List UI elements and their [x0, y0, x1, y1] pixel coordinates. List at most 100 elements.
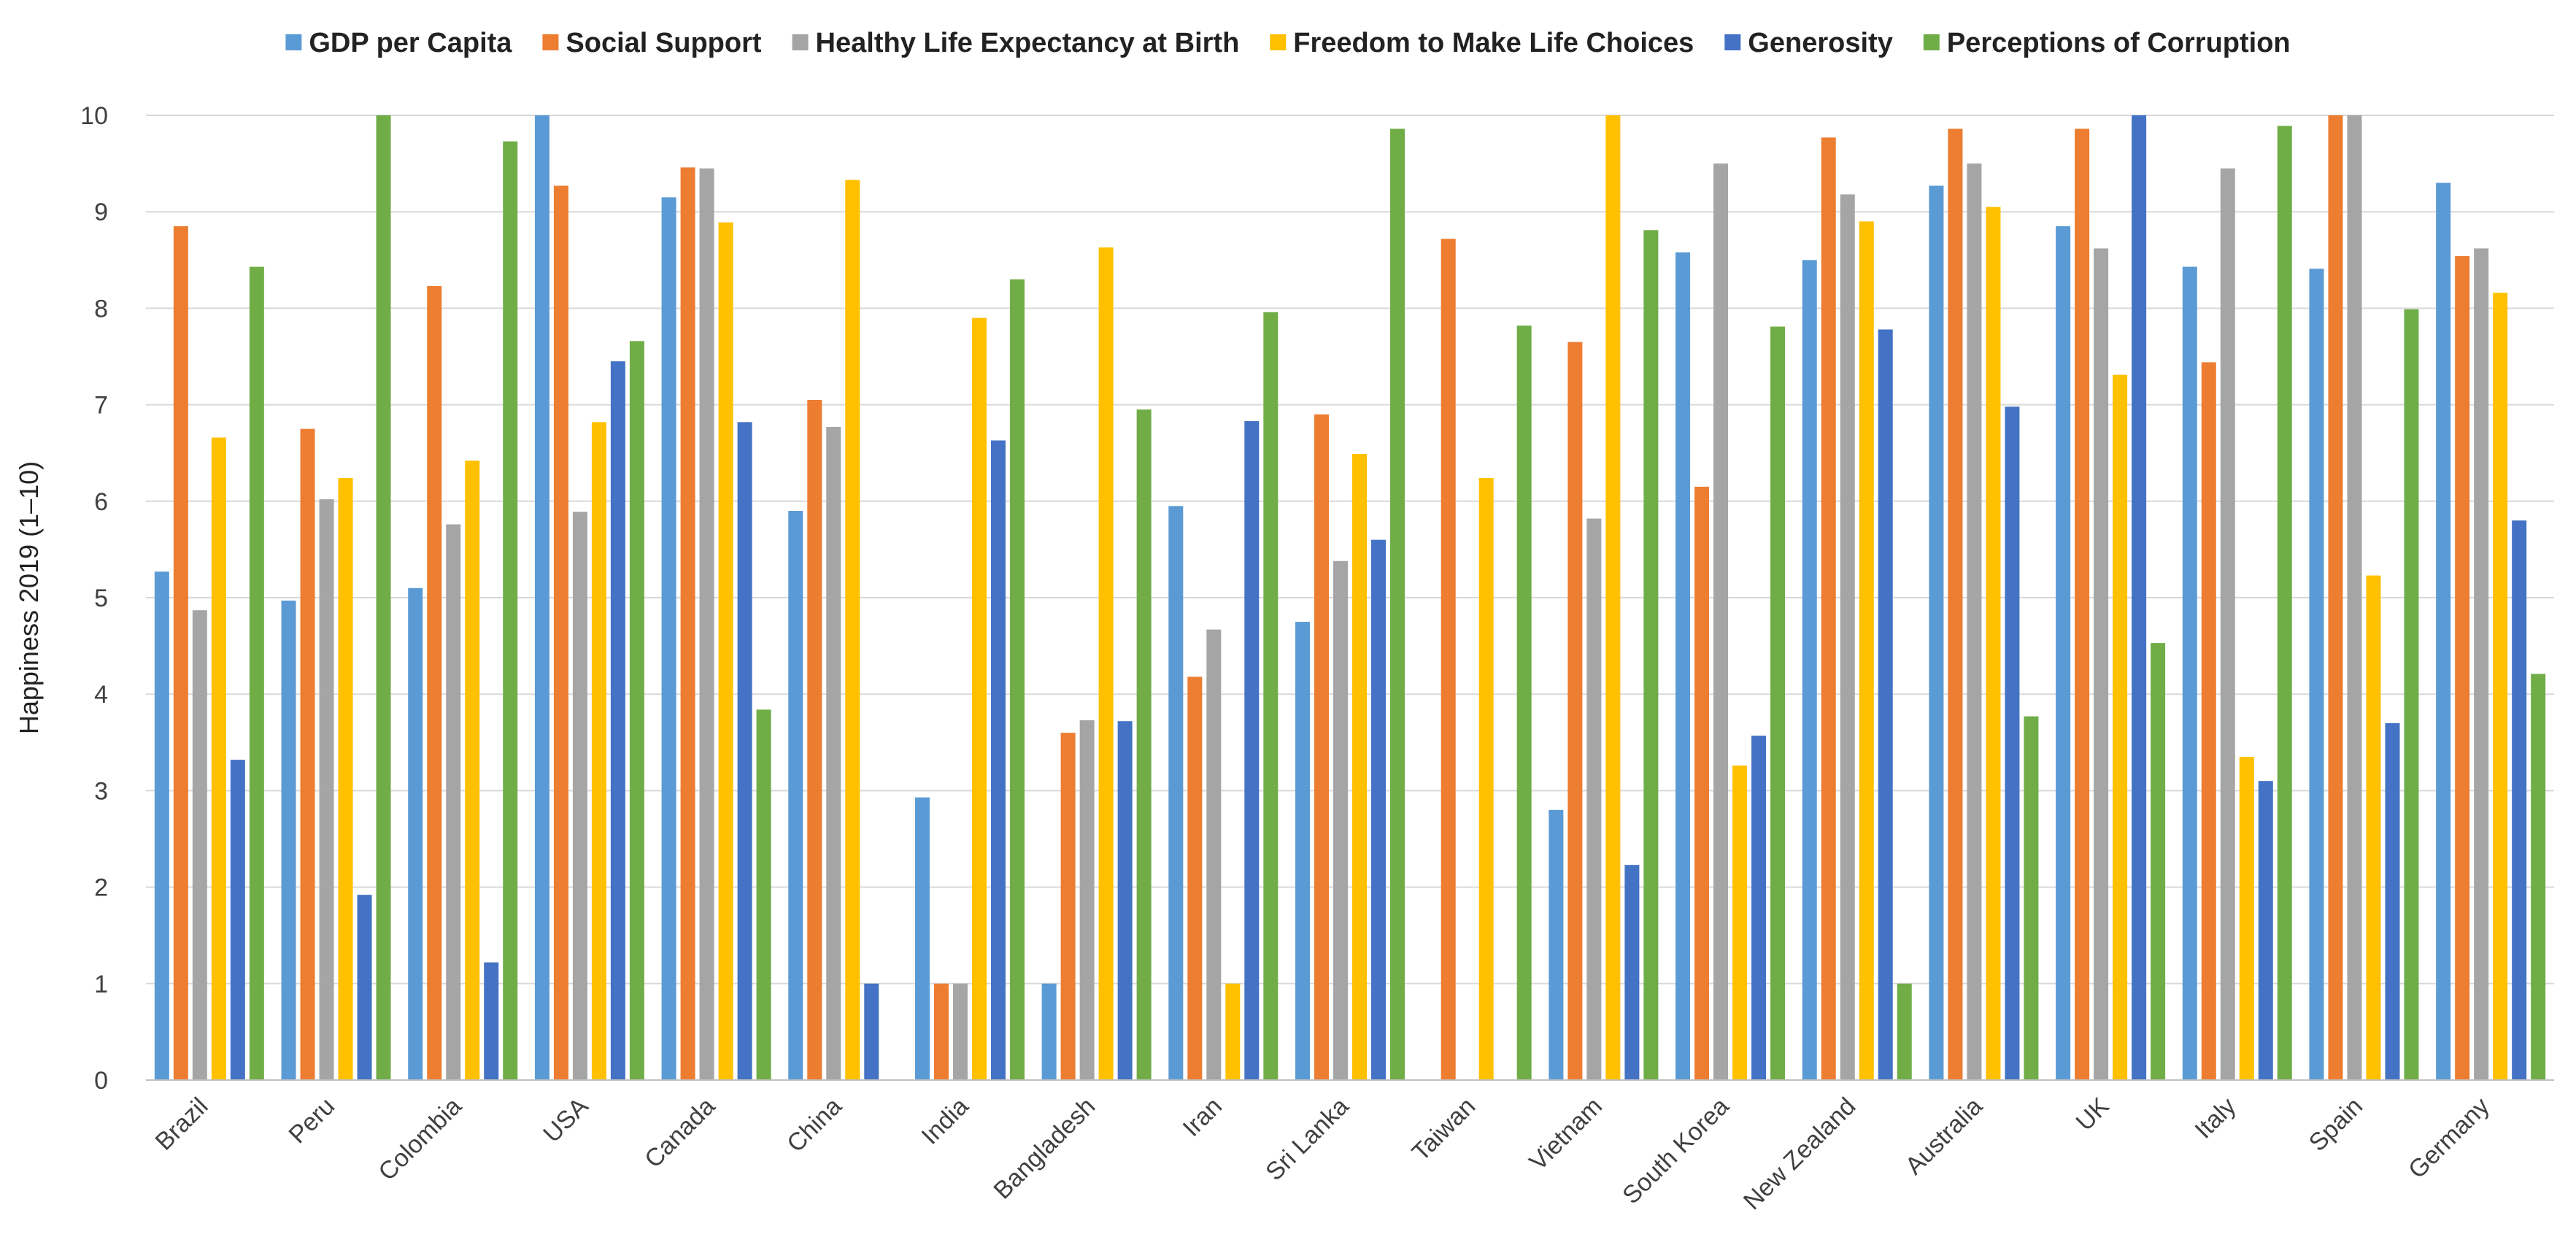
bar [591, 422, 606, 1080]
bar [534, 115, 549, 1080]
legend-label: Freedom to Make Life Choices [1293, 28, 1694, 58]
bar [788, 511, 803, 1080]
bar [826, 427, 841, 1080]
x-category-label: Germany [2403, 1092, 2495, 1184]
bar [1986, 207, 2001, 1081]
legend-item: Perceptions of Corruption [1923, 28, 2291, 58]
legend-swatch [1724, 34, 1741, 50]
bar [2347, 115, 2362, 1080]
legend-swatch [1270, 34, 1287, 50]
y-tick-label: 1 [94, 971, 108, 998]
bar [1079, 720, 1095, 1080]
bar [154, 571, 169, 1080]
bar [465, 460, 480, 1080]
x-category-label: Taiwan [1407, 1092, 1481, 1167]
bar [2005, 406, 2020, 1080]
x-category-label: Vietnam [1524, 1092, 1608, 1176]
bar [845, 180, 860, 1081]
y-tick-label: 7 [94, 392, 108, 420]
bar [211, 437, 226, 1080]
bar [1713, 163, 1729, 1081]
bar [2366, 575, 2381, 1080]
bar [1206, 629, 1222, 1080]
x-category-label: India [917, 1092, 974, 1150]
bar [1751, 736, 1767, 1080]
bar [1586, 518, 1602, 1080]
y-tick-label: 5 [94, 585, 108, 612]
x-category-label: Peru [284, 1092, 341, 1149]
y-axis-label: Happiness 2019 (1–10) [14, 461, 44, 734]
bar [1675, 252, 1691, 1080]
bar [1136, 409, 1152, 1080]
bar [971, 317, 987, 1080]
legend-item: Healthy Life Expectancy at Birth [792, 28, 1240, 58]
bar [2474, 248, 2489, 1080]
bar [1840, 194, 1855, 1080]
bar [1295, 622, 1310, 1080]
bar [2404, 309, 2419, 1081]
x-category-label: Sri Lanka [1260, 1092, 1354, 1187]
x-category-label: South Korea [1617, 1092, 1735, 1210]
bar [864, 983, 879, 1080]
bar [1263, 312, 1279, 1080]
bar [572, 512, 587, 1080]
bar [1929, 185, 1944, 1081]
x-category-label: Australia [1900, 1092, 1988, 1180]
bar [2258, 781, 2273, 1080]
y-tick-label: 0 [94, 1067, 108, 1095]
bar [1897, 983, 1912, 1080]
bar [2094, 248, 2109, 1080]
bar [1187, 677, 1203, 1080]
bar [2132, 115, 2147, 1080]
y-tick-label: 6 [94, 488, 108, 516]
bar [1225, 983, 1241, 1080]
bar [1441, 239, 1456, 1080]
bar [1567, 342, 1583, 1080]
bar [2075, 128, 2090, 1080]
bar [680, 167, 695, 1081]
bar [408, 587, 423, 1080]
bar [446, 524, 461, 1080]
bar [553, 185, 568, 1081]
bar [629, 341, 644, 1080]
x-category-label: Colombia [373, 1092, 466, 1186]
x-category-label: UK [2070, 1092, 2114, 1136]
bar [1352, 454, 1367, 1080]
bar [1244, 421, 1260, 1080]
legend-swatch [792, 34, 809, 50]
bar [1878, 329, 1893, 1080]
bar [990, 440, 1006, 1080]
bar [484, 962, 499, 1080]
legend: GDP per Capita Social Support Healthy Life… [285, 28, 2291, 58]
bar [2328, 115, 2343, 1080]
bar [427, 285, 442, 1080]
bar [376, 115, 391, 1080]
bar [1168, 506, 1184, 1080]
bar [661, 197, 676, 1080]
bar [357, 895, 372, 1080]
bar [2493, 293, 2508, 1080]
bar [1821, 137, 1836, 1080]
x-category-label: Brazil [150, 1092, 214, 1156]
bar [914, 797, 930, 1080]
bar [718, 222, 733, 1081]
legend-label: Healthy Life Expectancy at Birth [816, 28, 1240, 58]
bar [1549, 809, 1564, 1080]
bar [173, 226, 188, 1080]
bar [2309, 269, 2324, 1080]
y-tick-label: 3 [94, 777, 108, 805]
legend-item: GDP per Capita [285, 28, 512, 58]
bar [1859, 221, 1874, 1080]
bar [2201, 362, 2216, 1080]
bar [230, 760, 245, 1080]
bar [338, 478, 353, 1080]
x-category-label: USA [538, 1092, 594, 1149]
x-category-label: Italy [2189, 1092, 2241, 1144]
bar [1060, 733, 1076, 1080]
bar [1117, 721, 1133, 1080]
bar [2239, 757, 2254, 1080]
x-category-label: Iran [1178, 1092, 1227, 1142]
bar [503, 141, 518, 1081]
bar [1948, 128, 1963, 1080]
